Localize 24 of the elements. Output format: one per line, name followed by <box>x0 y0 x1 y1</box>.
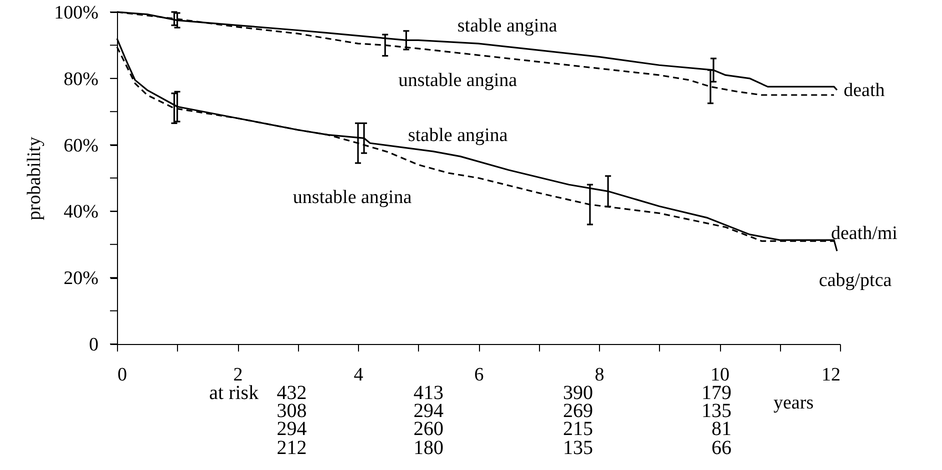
text: 135 <box>562 437 593 459</box>
text: 212 <box>276 437 307 459</box>
y-tick-label: 80% <box>64 68 99 90</box>
x-axis-title: years <box>774 392 814 414</box>
x-tick-label: 12 <box>822 364 840 386</box>
x-tick-label: 8 <box>594 364 604 386</box>
y-tick-label: 100% <box>54 2 99 24</box>
x-tick-label: 4 <box>354 364 364 386</box>
text: 180 <box>414 437 444 459</box>
x-tick-label: 6 <box>474 364 484 386</box>
annotation: stable angina <box>457 15 558 36</box>
x-tick-label: 0 <box>118 364 127 386</box>
y-tick-label: 60% <box>64 135 99 156</box>
y-tick-label: 40% <box>64 202 99 223</box>
annotation: stable angina <box>408 124 508 146</box>
y-axis-title: probability <box>24 136 46 220</box>
annotation: cabg/ptca <box>818 270 892 291</box>
y-tick-label: 0 <box>89 334 98 356</box>
annotation: unstable angina <box>398 70 518 92</box>
text: 66 <box>712 437 732 459</box>
annotation: death/mi <box>830 223 898 244</box>
y-tick-label: 20% <box>64 268 99 290</box>
annotation: unstable angina <box>292 186 412 208</box>
text: death <box>844 80 886 102</box>
